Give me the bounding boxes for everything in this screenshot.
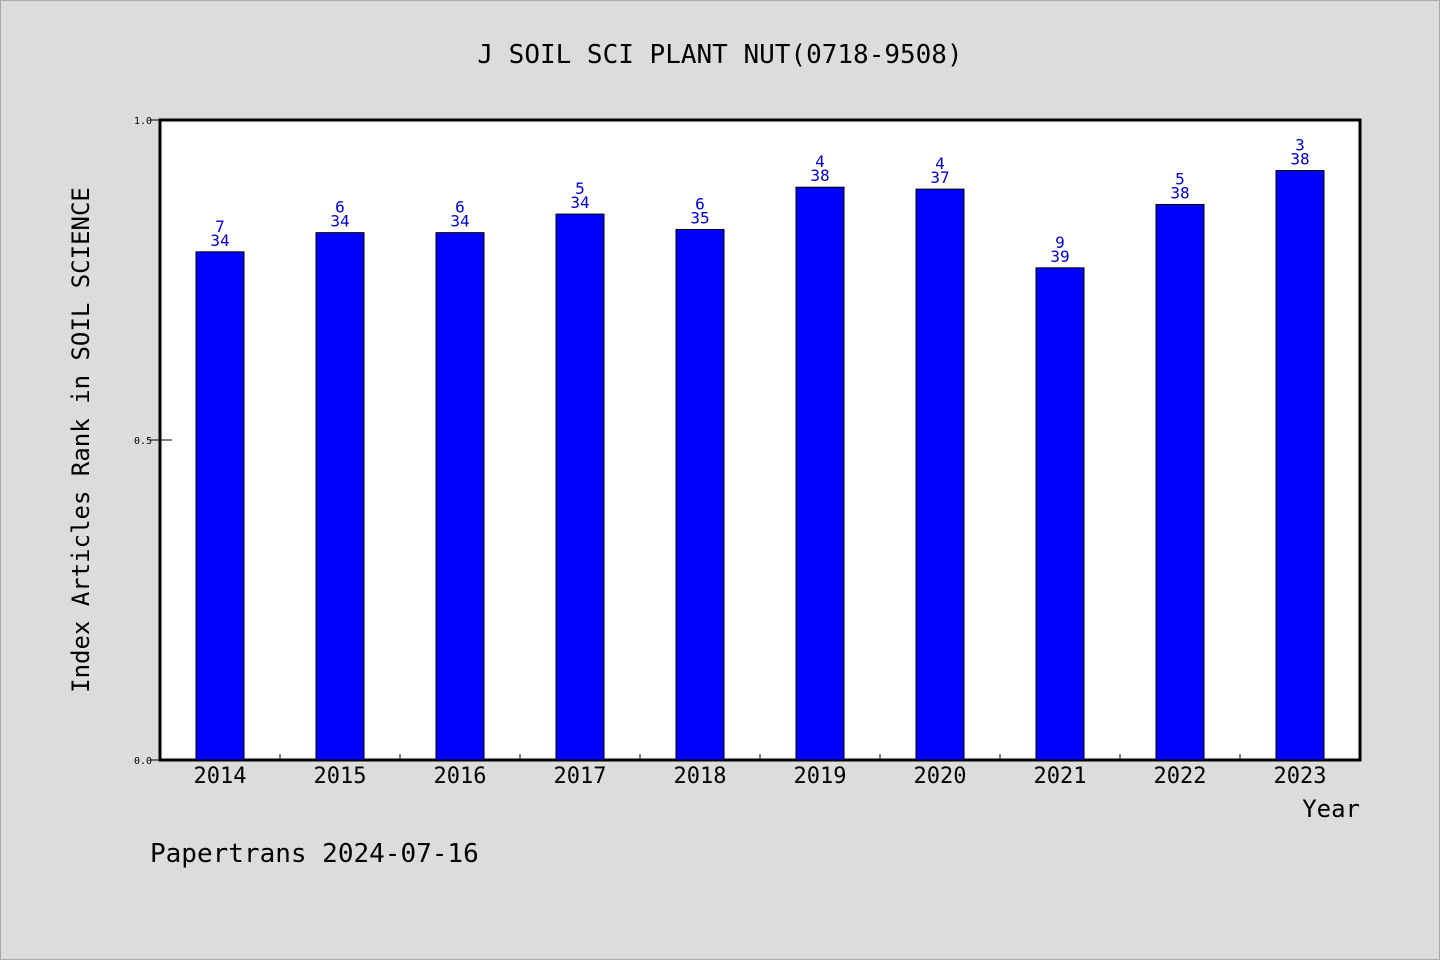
bar-rank-label: 5 [575,179,585,198]
bar-total-label: 38 [810,166,829,185]
bar-total-label: 34 [570,193,589,212]
bar-rank-label: 9 [1055,233,1065,252]
bar-rank-label: 4 [935,154,945,173]
bar-total-label: 35 [690,208,709,227]
bar-2015 [315,232,365,761]
bar-total-label: 38 [1170,183,1189,202]
bar-total-label: 39 [1050,247,1069,266]
bar-rank-label: 7 [215,217,225,236]
bar-rank-label: 5 [1175,169,1185,188]
bar-total-label: 38 [1290,150,1309,169]
bar-2018 [675,228,725,761]
bar-total-label: 34 [330,212,349,231]
y-tick-label: 0.5 [134,436,152,447]
chart-title: J SOIL SCI PLANT NUT(0718-9508) [477,40,962,70]
x-axis-ticks: 2014 2015 2016 2017 2018 2019 2020 2021 2022 2023 [194,754,1327,789]
bar-2016 [435,232,485,761]
bar-rank-label: 6 [455,198,465,217]
x-tick-label: 2022 [1154,764,1207,789]
y-tick-label: 0.0 [134,756,152,767]
x-axis-label: Year [1302,795,1360,823]
x-tick-label: 2019 [794,764,847,789]
bar-2014 [195,251,245,761]
bar-2019 [795,186,845,761]
x-tick-label: 2021 [1034,764,1087,789]
bars-group [195,170,1325,761]
bar-2023 [1275,170,1325,761]
x-tick-label: 2023 [1274,764,1327,789]
bar-2020 [915,188,965,761]
bar-2021 [1035,267,1085,761]
bar-2017 [555,213,605,761]
bar-total-label: 34 [450,212,469,231]
footer-text: Papertrans 2024-07-16 [150,839,479,869]
bar-rank-label: 6 [695,194,705,213]
bar-rank-label: 3 [1295,136,1305,155]
bar-total-label: 37 [930,168,949,187]
y-axis-ticks: 0.0 0.5 1.0 [134,116,172,767]
y-axis-label: Index Articles Rank in SOIL SCIENCE [67,187,95,693]
x-tick-label: 2016 [434,764,487,789]
y-tick-label: 1.0 [134,116,152,127]
x-tick-label: 2015 [314,764,367,789]
x-tick-label: 2017 [554,764,607,789]
x-tick-label: 2014 [194,764,247,789]
bar-rank-label: 4 [815,152,825,171]
x-tick-label: 2020 [914,764,967,789]
bar-2022 [1155,203,1205,761]
x-tick-label: 2018 [674,764,727,789]
bar-rank-label: 6 [335,198,345,217]
bar-total-label: 34 [210,231,229,250]
